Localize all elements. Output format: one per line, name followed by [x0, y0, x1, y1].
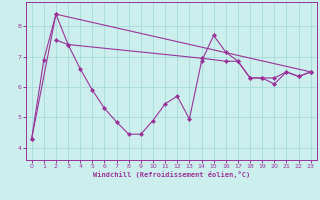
X-axis label: Windchill (Refroidissement éolien,°C): Windchill (Refroidissement éolien,°C)	[92, 171, 250, 178]
